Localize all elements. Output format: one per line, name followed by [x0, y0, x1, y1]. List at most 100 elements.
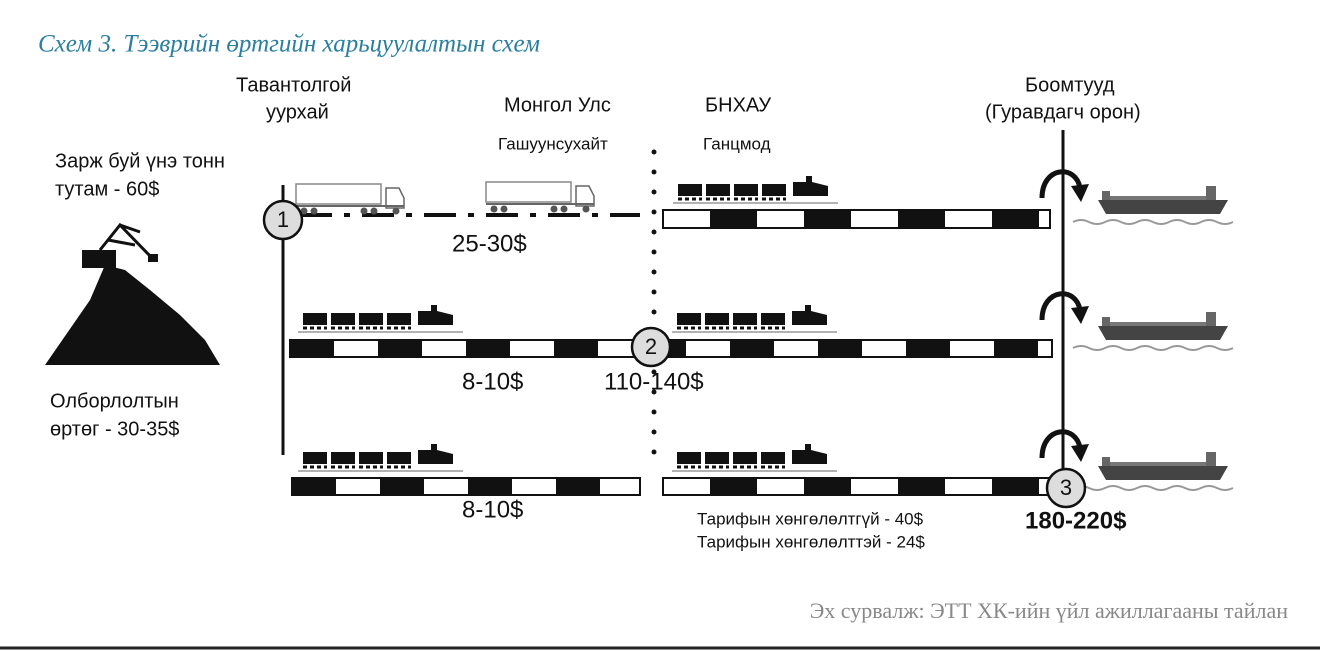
train-car [359, 452, 383, 464]
marker: 1 2 3 [262, 199, 1087, 509]
train-car [387, 452, 411, 464]
ship-hull [1098, 326, 1228, 340]
header: уурхай [266, 101, 329, 123]
truck-wheel [360, 207, 368, 215]
truck-wheel [300, 207, 308, 215]
water [1072, 219, 1234, 225]
rail-segment [710, 210, 757, 228]
rail-segment [992, 478, 1039, 495]
tariff: Тарифын хөнгөлөлттэй - 24$ [697, 532, 925, 551]
rail-segment [292, 478, 336, 495]
rail-segment [380, 478, 424, 495]
truck-wheel [392, 207, 400, 215]
ship-bridge [1206, 312, 1216, 326]
header: Гашуунсухайт [498, 134, 608, 153]
ship-hull [1098, 200, 1228, 214]
marker-label: 3 [1060, 475, 1072, 500]
transfer-arrowhead [1071, 306, 1089, 324]
locomotive [418, 305, 453, 325]
rail-segment [468, 478, 512, 495]
truck-wheel [500, 205, 508, 213]
rail [662, 209, 1051, 229]
train-car [762, 184, 786, 196]
truck-trailer [485, 181, 572, 203]
transfer-arrow [1039, 169, 1083, 199]
train-car [359, 313, 383, 325]
header: (Гуравдагч орон) [985, 101, 1141, 123]
note: Зарж буй үнэ тонн [55, 150, 225, 172]
rail-segment [290, 340, 334, 357]
truck-wheel [582, 205, 590, 213]
locomotive [418, 444, 453, 464]
rail-segment [818, 340, 862, 357]
truck-wheel [370, 207, 378, 215]
transfer-arrowhead [1071, 184, 1089, 202]
rail-segment [804, 210, 851, 228]
rail-segment [804, 478, 851, 495]
train-car [705, 313, 729, 325]
ship-bridge [1102, 191, 1110, 200]
locomotive [792, 305, 827, 325]
cost: 180-220$ [1025, 507, 1127, 534]
ship-bridge [1206, 452, 1216, 466]
transfer-arrow [1039, 291, 1083, 321]
train-car [331, 313, 355, 325]
locomotive [792, 444, 827, 464]
train-car [303, 313, 327, 325]
rail-segment [554, 340, 598, 357]
marker-label: 2 [645, 334, 657, 359]
source: Эх сурвалж: ЭТТ ХК-ийн үйл ажиллагааны т… [810, 598, 1288, 623]
transfer-arrow [1039, 429, 1083, 459]
train-car [331, 452, 355, 464]
ship-hull [1098, 466, 1228, 480]
header: Тавантолгой [236, 74, 351, 96]
rail-segment [994, 340, 1038, 357]
truck-wheel [550, 205, 558, 213]
rail-segment [992, 210, 1039, 228]
train-car [761, 313, 785, 325]
rail-segment [710, 478, 757, 495]
rail-segment [378, 340, 422, 357]
locomotive [793, 176, 828, 196]
truck-wheel [490, 205, 498, 213]
tariff: Тарифын хөнгөлөлтгүй - 40$ [697, 509, 924, 528]
rail-segment [898, 210, 945, 228]
ship-bridge [1102, 457, 1110, 466]
train-car [761, 452, 785, 464]
train-car [734, 184, 758, 196]
header: Боомтууд [1025, 74, 1115, 96]
cost: 8-10$ [462, 368, 523, 395]
train-car [678, 184, 702, 196]
ship-deck [1104, 196, 1208, 200]
truck-trailer [295, 183, 382, 205]
marker-label: 1 [277, 207, 289, 232]
truck-wheel [560, 205, 568, 213]
train-car [303, 452, 327, 464]
train-car [733, 313, 757, 325]
ship-bridge [1206, 186, 1216, 200]
train-car [706, 184, 730, 196]
title: Схем 3. Тээврийн өртгийн харьцуулалтын с… [38, 31, 540, 58]
note: Олборлолтын [50, 390, 179, 412]
rail-segment [898, 478, 945, 495]
cost: 25-30$ [452, 230, 527, 257]
cost: 8-10$ [462, 496, 523, 523]
water [1072, 345, 1234, 351]
truck-cab [575, 185, 595, 207]
mine-icon [45, 222, 220, 365]
water [1072, 485, 1234, 491]
note: тутам - 60$ [55, 178, 159, 200]
rail-segment [556, 478, 600, 495]
ship-bridge [1102, 317, 1110, 326]
note: өртөг - 30-35$ [50, 418, 179, 440]
header: БНХАУ [705, 94, 771, 116]
truck-wheel [310, 207, 318, 215]
header: Монгол Улс [504, 94, 611, 116]
train-car [705, 452, 729, 464]
cost: 110-140$ [604, 368, 704, 395]
train-car [677, 313, 701, 325]
train-car [733, 452, 757, 464]
transfer-arrowhead [1071, 444, 1089, 462]
rail-segment [730, 340, 774, 357]
